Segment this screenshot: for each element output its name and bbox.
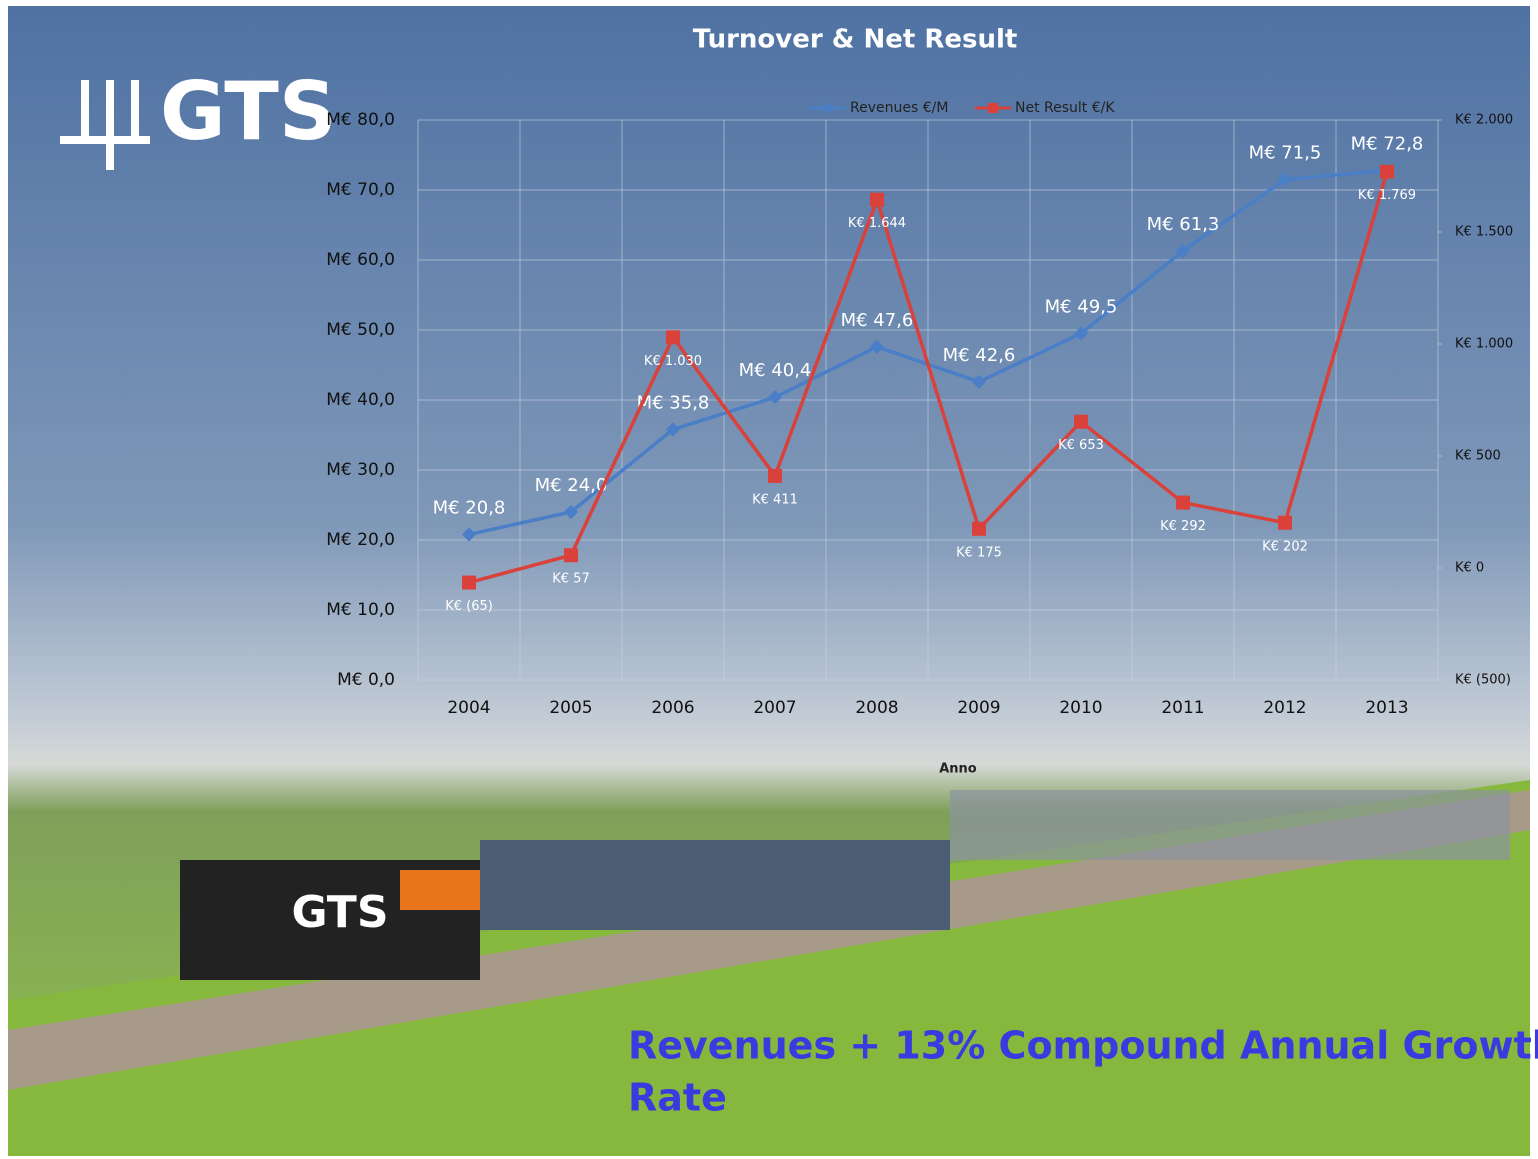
x-tick-label: 2010 [1059, 698, 1102, 718]
y-tick-label: M€ 80,0 [326, 110, 395, 130]
value-label: K€ 1.030 [644, 354, 702, 369]
value-label: K€ 292 [1160, 519, 1206, 534]
x-tick-label: 2005 [549, 698, 592, 718]
y2-tick-label: K€ 500 [1455, 449, 1501, 464]
point [1380, 165, 1394, 179]
value-label: M€ 72,8 [1351, 133, 1424, 154]
value-label: M€ 42,6 [943, 345, 1016, 366]
value-label: M€ 47,6 [841, 310, 914, 331]
x-axis-title: Anno [939, 762, 977, 777]
x-tick-label: 2008 [855, 698, 898, 718]
y-tick-label: M€ 60,0 [326, 250, 395, 270]
value-label: M€ 20,8 [433, 497, 506, 518]
value-label: K€ 1.769 [1358, 188, 1416, 203]
y-tick-label: M€ 30,0 [326, 460, 395, 480]
value-label: K€ 1.644 [848, 216, 906, 231]
x-tick-label: 2009 [957, 698, 1000, 718]
point [870, 193, 884, 207]
value-label: K€ 57 [552, 572, 589, 587]
value-label: K€ 653 [1058, 438, 1104, 453]
legend-label: Net Result €/K [1015, 100, 1115, 116]
value-label: M€ 49,5 [1045, 297, 1118, 318]
point [1074, 415, 1088, 429]
value-label: K€ 202 [1262, 539, 1308, 554]
value-label: K€ (65) [445, 599, 493, 614]
y2-tick-label: K€ 0 [1455, 561, 1484, 576]
y-tick-label: M€ 20,0 [326, 530, 395, 550]
point [462, 576, 476, 590]
point [564, 548, 578, 562]
point [768, 469, 782, 483]
y2-tick-label: K€ 1.000 [1455, 337, 1513, 352]
wagons-blur [950, 790, 1510, 860]
page: GTS GTS Turnover & Net Result Anno Reven… [0, 0, 1538, 1159]
value-label: K€ 175 [956, 545, 1002, 560]
y2-tick-label: K€ 1.500 [1455, 225, 1513, 240]
y2-tick-label: K€ (500) [1455, 673, 1511, 688]
x-tick-label: 2006 [651, 698, 694, 718]
x-tick-label: 2007 [753, 698, 796, 718]
point [1176, 496, 1190, 510]
value-label: M€ 61,3 [1147, 214, 1220, 235]
value-label: M€ 40,4 [739, 360, 812, 381]
locomotive-stripe [400, 870, 480, 910]
legend-marker [988, 103, 998, 113]
y2-tick-label: K€ 2.000 [1455, 113, 1513, 128]
y-tick-label: M€ 50,0 [326, 320, 395, 340]
train-logo: GTS [291, 887, 388, 938]
logo: GTS [160, 65, 336, 158]
banner-line: Revenues + 13% Compound Annual Growth [628, 1024, 1538, 1068]
wagons [480, 840, 950, 930]
x-tick-label: 2012 [1263, 698, 1306, 718]
point [666, 330, 680, 344]
banner-line: Rate [628, 1076, 727, 1120]
point [1278, 516, 1292, 530]
y-tick-label: M€ 70,0 [326, 180, 395, 200]
value-label: K€ 411 [752, 492, 798, 507]
y-tick-label: M€ 0,0 [337, 670, 395, 690]
value-label: M€ 71,5 [1249, 143, 1322, 164]
point [972, 522, 986, 536]
chart-title: Turnover & Net Result [693, 25, 1018, 55]
x-tick-label: 2011 [1161, 698, 1204, 718]
x-tick-label: 2013 [1365, 698, 1408, 718]
legend-label: Revenues €/M [850, 100, 948, 116]
y-tick-label: M€ 40,0 [326, 390, 395, 410]
x-tick-label: 2004 [447, 698, 490, 718]
y-tick-label: M€ 10,0 [326, 600, 395, 620]
value-label: M€ 24,0 [535, 475, 608, 496]
